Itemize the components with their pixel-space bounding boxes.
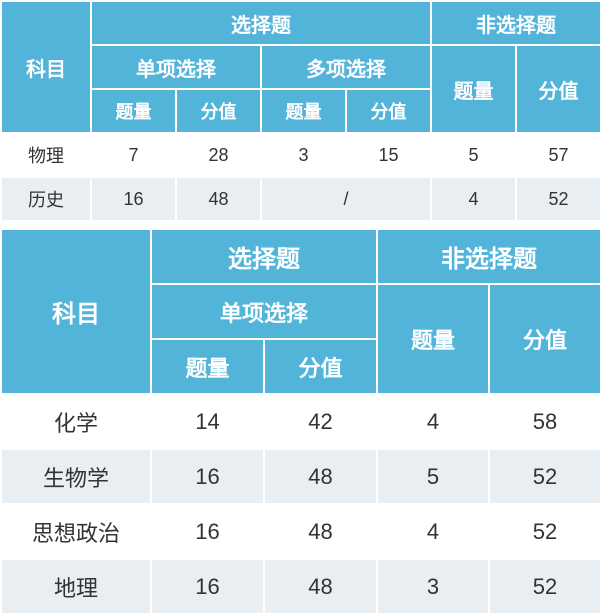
t2-cell-subject: 生物学 <box>1 449 151 504</box>
table-1-header-row-2: 单项选择 多项选择 题量 分值 <box>1 45 600 89</box>
t2-cell-single-qty: 16 <box>151 449 264 504</box>
t2-col-single-score: 分值 <box>264 339 377 394</box>
t2-cell-single-qty: 14 <box>151 394 264 449</box>
table-row: 物理 7 28 3 15 5 57 <box>1 133 600 177</box>
t2-cell-subject: 地理 <box>1 559 151 614</box>
t2-cell-subject: 思想政治 <box>1 504 151 559</box>
table-1-header-row-1: 科目 选择题 非选择题 <box>1 1 600 45</box>
t1-group-multi: 多项选择 <box>261 45 431 89</box>
t2-cell-single-score: 42 <box>264 394 377 449</box>
t2-col-single-qty: 题量 <box>151 339 264 394</box>
t2-cell-nc-score: 52 <box>489 559 600 614</box>
t1-cell-multi-merged: / <box>261 177 431 221</box>
t2-group-single: 单项选择 <box>151 284 377 339</box>
table-row: 思想政治 16 48 4 52 <box>1 504 600 559</box>
t2-cell-single-score: 48 <box>264 559 377 614</box>
t1-cell-subject: 历史 <box>1 177 91 221</box>
t2-cell-nc-qty: 5 <box>377 449 489 504</box>
t1-cell-nc-qty: 4 <box>431 177 516 221</box>
t1-group-choice: 选择题 <box>91 1 431 45</box>
t1-col-single-score: 分值 <box>176 89 261 133</box>
t2-cell-nc-score: 52 <box>489 449 600 504</box>
table-row: 生物学 16 48 5 52 <box>1 449 600 504</box>
t1-col-subject: 科目 <box>1 1 91 133</box>
t2-cell-nc-score: 58 <box>489 394 600 449</box>
t2-cell-nc-score: 52 <box>489 504 600 559</box>
t1-col-nc-qty: 题量 <box>431 45 516 133</box>
t1-cell-nc-qty: 5 <box>431 133 516 177</box>
t1-cell-single-qty: 7 <box>91 133 176 177</box>
t2-cell-single-qty: 16 <box>151 559 264 614</box>
t1-cell-nc-score: 52 <box>516 177 600 221</box>
t2-cell-nc-qty: 4 <box>377 394 489 449</box>
t2-group-nonchoice: 非选择题 <box>377 229 600 284</box>
table-2-header-row-1: 科目 选择题 非选择题 <box>1 229 600 284</box>
t1-group-nonchoice: 非选择题 <box>431 1 600 45</box>
t1-col-nc-score: 分值 <box>516 45 600 133</box>
t1-col-multi-score: 分值 <box>346 89 431 133</box>
t2-cell-subject: 化学 <box>1 394 151 449</box>
t2-cell-single-score: 48 <box>264 504 377 559</box>
t2-col-nc-qty: 题量 <box>377 284 489 394</box>
t2-col-subject: 科目 <box>1 229 151 394</box>
t1-group-single: 单项选择 <box>91 45 261 89</box>
t1-cell-single-score: 28 <box>176 133 261 177</box>
t1-col-multi-qty: 题量 <box>261 89 346 133</box>
t1-cell-multi-score: 15 <box>346 133 431 177</box>
t1-col-single-qty: 题量 <box>91 89 176 133</box>
t2-col-nc-score: 分值 <box>489 284 600 394</box>
t2-cell-single-score: 48 <box>264 449 377 504</box>
tables-container: 科目 选择题 非选择题 单项选择 多项选择 题量 分值 题量 分值 题量 分值 … <box>0 0 600 615</box>
t1-cell-subject: 物理 <box>1 133 91 177</box>
table-2: 科目 选择题 非选择题 单项选择 题量 分值 题量 分值 化学 14 42 4 … <box>0 228 600 615</box>
t1-cell-single-qty: 16 <box>91 177 176 221</box>
table-row: 化学 14 42 4 58 <box>1 394 600 449</box>
t2-cell-single-qty: 16 <box>151 504 264 559</box>
t2-group-choice: 选择题 <box>151 229 377 284</box>
t2-cell-nc-qty: 3 <box>377 559 489 614</box>
table-row: 地理 16 48 3 52 <box>1 559 600 614</box>
t1-cell-single-score: 48 <box>176 177 261 221</box>
t1-cell-nc-score: 57 <box>516 133 600 177</box>
t1-cell-multi-qty: 3 <box>261 133 346 177</box>
table-1: 科目 选择题 非选择题 单项选择 多项选择 题量 分值 题量 分值 题量 分值 … <box>0 0 600 222</box>
table-row: 历史 16 48 / 4 52 <box>1 177 600 221</box>
t2-cell-nc-qty: 4 <box>377 504 489 559</box>
